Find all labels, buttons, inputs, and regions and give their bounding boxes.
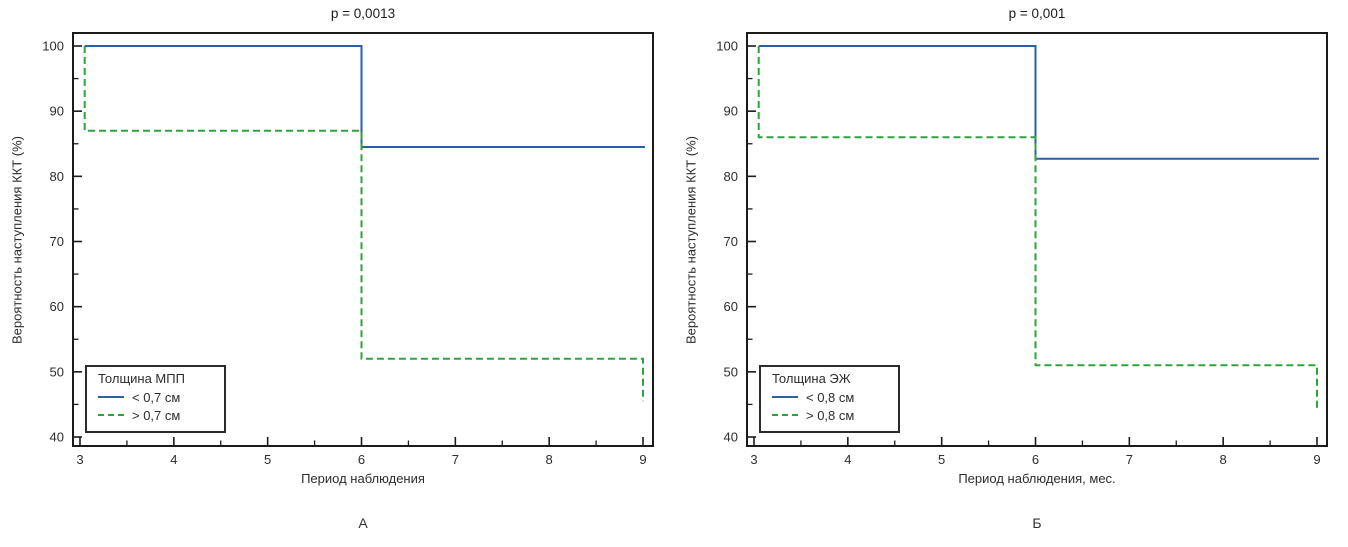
svg-text:9: 9	[639, 452, 646, 467]
svg-text:4: 4	[844, 452, 851, 467]
svg-text:6: 6	[358, 452, 365, 467]
y-axis-label-a: Вероятность наступления ККТ (%)	[9, 136, 25, 344]
svg-text:80: 80	[724, 169, 738, 184]
svg-text:8: 8	[546, 452, 553, 467]
svg-text:80: 80	[50, 169, 64, 184]
svg-text:90: 90	[724, 104, 738, 119]
panel-a: 3 4 5 6 7 8 9 40 50 60 70 80 90 100 p = 0,0013 Вероят…	[9, 6, 654, 531]
panel-b: 3 4 5 6 7 8 9 40 50 60 70 80 90 100 p = 0,001 Вероятн…	[674, 0, 1348, 547]
dashed-line-sample-icon	[98, 414, 124, 416]
svg-text:40: 40	[50, 430, 64, 445]
y-axis-label-b: Вероятность наступления ККТ (%)	[683, 136, 699, 344]
p-value-title-a: p = 0,0013	[330, 6, 396, 21]
dashed-line-sample-icon	[772, 414, 798, 416]
svg-text:100: 100	[716, 39, 738, 54]
svg-text:5: 5	[264, 452, 271, 467]
svg-text:5: 5	[938, 452, 945, 467]
svg-text:60: 60	[50, 299, 64, 314]
svg-text:40: 40	[724, 430, 738, 445]
legend-label-b2: > 0,8 см	[806, 407, 855, 423]
legend-entry-solid-a: < 0,7 см	[98, 388, 224, 406]
svg-text:100: 100	[42, 39, 64, 54]
panel-caption-a: А	[358, 515, 368, 531]
x-axis-label-a: Период наблюдения	[301, 471, 425, 486]
svg-text:50: 50	[724, 364, 738, 379]
legend-a: Толщина МПП < 0,7 см > 0,7 см	[85, 365, 226, 433]
legend-label-a2: > 0,7 см	[132, 407, 181, 423]
svg-text:4: 4	[170, 452, 177, 467]
svg-text:8: 8	[1220, 452, 1227, 467]
legend-title-a: Толщина МПП	[98, 371, 185, 386]
svg-text:3: 3	[76, 452, 83, 467]
svg-text:50: 50	[50, 364, 64, 379]
svg-text:7: 7	[1126, 452, 1133, 467]
legend-label-b1: < 0,8 см	[806, 389, 855, 405]
svg-text:6: 6	[1032, 452, 1039, 467]
solid-line-sample-icon	[98, 396, 124, 398]
legend-title-b: Толщина ЭЖ	[772, 371, 851, 386]
panel-caption-b: Б	[1032, 515, 1042, 531]
svg-text:7: 7	[452, 452, 459, 467]
chart-canvas-a: 3 4 5 6 7 8 9 40 50 60 70 80 90 100	[42, 32, 654, 467]
svg-text:9: 9	[1313, 452, 1320, 467]
svg-text:90: 90	[50, 104, 64, 119]
chart-canvas-b: 3 4 5 6 7 8 9 40 50 60 70 80 90 100	[716, 32, 1328, 467]
p-value-title-b: p = 0,001	[1008, 6, 1066, 21]
legend-entry-dashed-b: > 0,8 см	[772, 406, 898, 424]
solid-line-sample-icon	[772, 396, 798, 398]
svg-text:60: 60	[724, 299, 738, 314]
legend-label-a1: < 0,7 см	[132, 389, 181, 405]
svg-text:70: 70	[50, 234, 64, 249]
legend-entry-solid-b: < 0,8 см	[772, 388, 898, 406]
x-axis-label-b: Период наблюдения, мес.	[958, 471, 1116, 486]
svg-text:70: 70	[724, 234, 738, 249]
svg-text:3: 3	[750, 452, 757, 467]
legend-b: Толщина ЭЖ < 0,8 см > 0,8 см	[759, 365, 900, 433]
legend-entry-dashed-a: > 0,7 см	[98, 406, 224, 424]
